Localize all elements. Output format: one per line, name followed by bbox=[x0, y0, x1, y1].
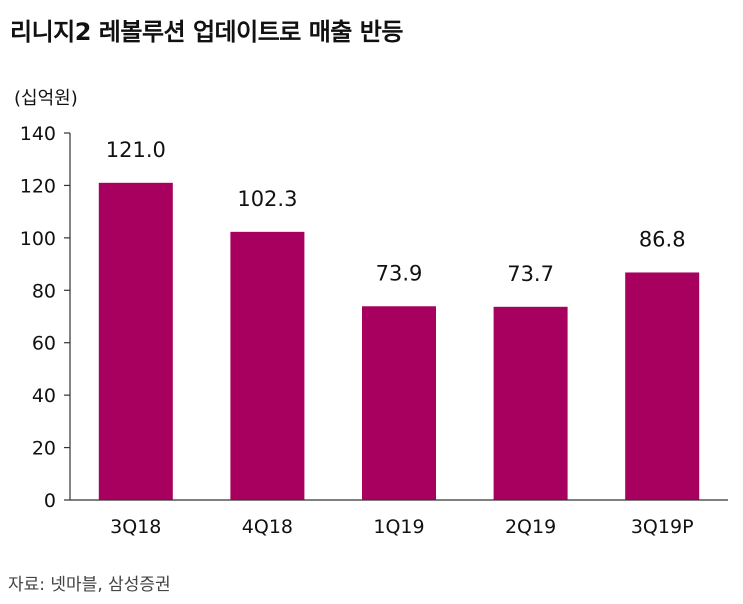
y-tick-label-0: 0 bbox=[44, 490, 56, 512]
chart-title: 리니지2 레볼루션 업데이트로 매출 반등 bbox=[10, 18, 403, 46]
x-tick-label-4q18: 4Q18 bbox=[242, 516, 293, 538]
y-tick-label-140: 140 bbox=[20, 123, 56, 145]
x-tick-label-2q19: 2Q19 bbox=[505, 516, 556, 538]
bar-3q19p bbox=[625, 272, 700, 500]
bar-1q19 bbox=[362, 306, 436, 500]
y-tick-label-60: 60 bbox=[32, 333, 56, 355]
y-axis-unit-label: (십억원) bbox=[14, 88, 78, 109]
y-ticks-group: 0 20 40 60 80 100 120 140 bbox=[20, 123, 70, 512]
y-tick-label-120: 120 bbox=[20, 175, 56, 197]
bar-3q18 bbox=[98, 182, 173, 501]
x-tick-label-3q19p: 3Q19P bbox=[631, 516, 694, 538]
value-labels-group: 121.0 102.3 73.9 73.7 86.8 bbox=[106, 138, 686, 286]
value-label-3q18: 121.0 bbox=[106, 138, 166, 162]
x-ticks-group: 3Q18 4Q18 1Q19 2Q19 3Q19P bbox=[110, 516, 693, 538]
bars-group bbox=[98, 182, 700, 501]
value-label-1q19: 73.9 bbox=[376, 261, 423, 285]
axes-group bbox=[69, 133, 728, 501]
y-tick-label-40: 40 bbox=[32, 385, 56, 407]
x-tick-label-3q18: 3Q18 bbox=[110, 516, 161, 538]
value-label-4q18: 102.3 bbox=[237, 187, 297, 211]
bar-2q19 bbox=[493, 306, 568, 500]
y-tick-label-20: 20 bbox=[32, 438, 56, 460]
source-note: 자료: 넷마블, 삼성증권 bbox=[8, 575, 171, 595]
y-tick-label-80: 80 bbox=[32, 280, 56, 302]
value-label-2q19: 73.7 bbox=[507, 262, 554, 286]
x-tick-label-1q19: 1Q19 bbox=[373, 516, 424, 538]
bar-4q18 bbox=[230, 231, 305, 500]
value-label-3q19p: 86.8 bbox=[639, 227, 686, 251]
y-tick-label-100: 100 bbox=[20, 228, 56, 250]
